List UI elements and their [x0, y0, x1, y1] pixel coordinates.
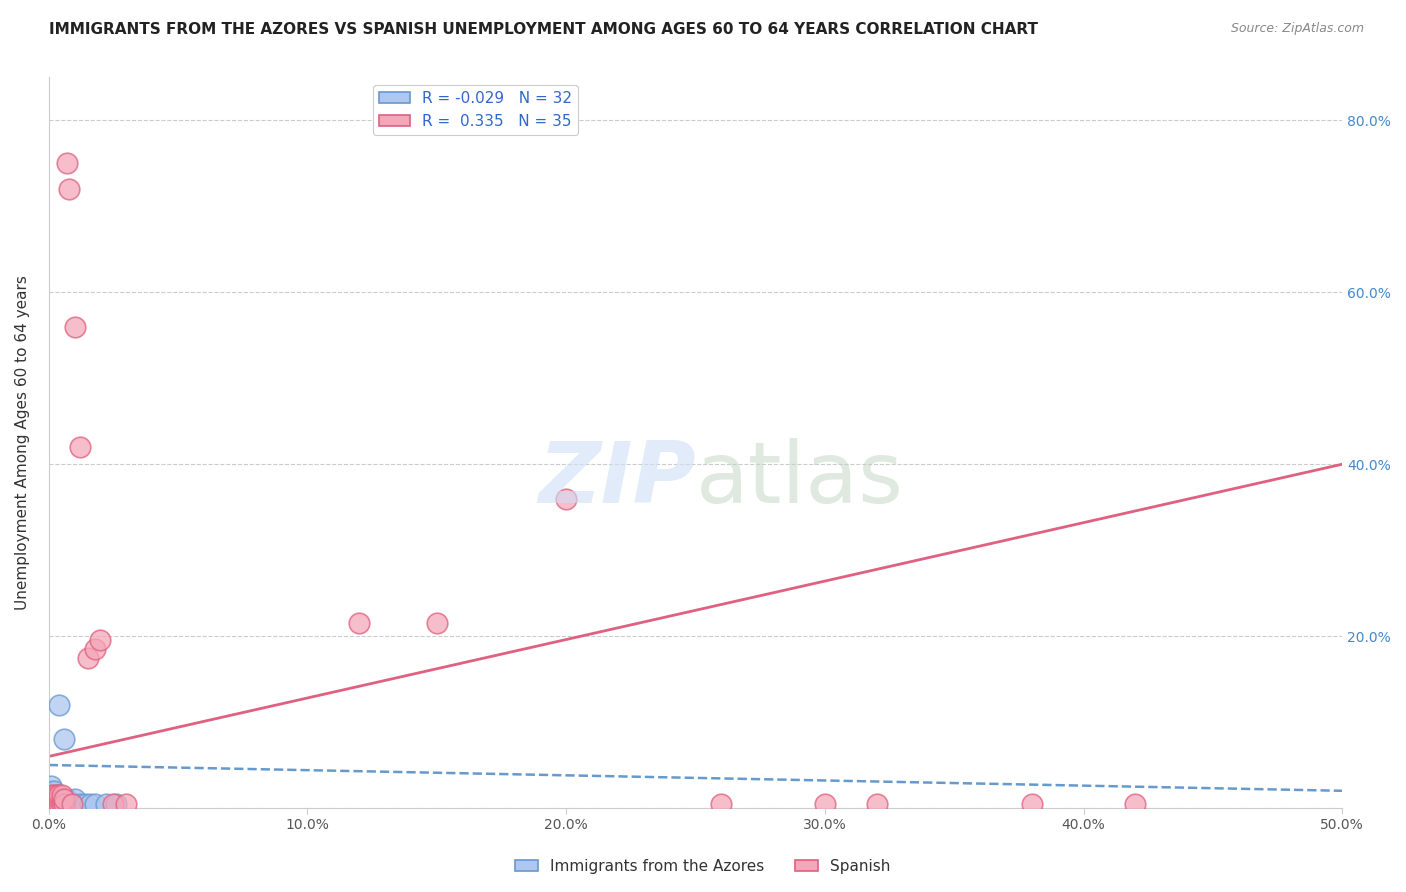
- Point: [89, 633, 111, 648]
- Point: [105, 797, 128, 811]
- Point: [42, 797, 65, 811]
- Point: [48, 792, 70, 806]
- Point: [42, 788, 65, 802]
- Point: [45, 797, 67, 811]
- Point: [76, 650, 98, 665]
- Point: [58, 797, 80, 811]
- Point: [45, 788, 67, 802]
- Legend: Immigrants from the Azores, Spanish: Immigrants from the Azores, Spanish: [509, 853, 897, 880]
- Point: [94, 797, 117, 811]
- Point: [51, 792, 73, 806]
- Point: [63, 792, 86, 806]
- Point: [41, 797, 63, 811]
- Point: [51, 797, 73, 811]
- Point: [103, 797, 125, 811]
- Text: ZIP: ZIP: [538, 438, 696, 521]
- Point: [42, 790, 65, 805]
- Point: [41, 792, 63, 806]
- Point: [73, 797, 96, 811]
- Point: [48, 797, 70, 811]
- Point: [48, 797, 70, 811]
- Point: [69, 797, 91, 811]
- Point: [42, 794, 65, 808]
- Point: [814, 797, 837, 811]
- Point: [41, 792, 63, 806]
- Point: [84, 642, 107, 657]
- Point: [51, 788, 73, 802]
- Point: [115, 797, 138, 811]
- Point: [48, 788, 70, 802]
- Point: [56, 792, 79, 806]
- Point: [60, 797, 83, 811]
- Point: [63, 797, 86, 811]
- Point: [45, 788, 67, 802]
- Point: [41, 780, 63, 794]
- Point: [42, 797, 65, 811]
- Text: Source: ZipAtlas.com: Source: ZipAtlas.com: [1230, 22, 1364, 36]
- Y-axis label: Unemployment Among Ages 60 to 64 years: Unemployment Among Ages 60 to 64 years: [15, 276, 30, 610]
- Text: IMMIGRANTS FROM THE AZORES VS SPANISH UNEMPLOYMENT AMONG AGES 60 TO 64 YEARS COR: IMMIGRANTS FROM THE AZORES VS SPANISH UN…: [49, 22, 1038, 37]
- Point: [48, 792, 70, 806]
- Point: [41, 788, 63, 802]
- Point: [1021, 797, 1043, 811]
- Point: [45, 797, 67, 811]
- Point: [1123, 797, 1146, 811]
- Point: [60, 797, 83, 811]
- Point: [69, 440, 91, 454]
- Point: [53, 797, 76, 811]
- Point: [51, 792, 73, 806]
- Point: [51, 797, 73, 811]
- Point: [53, 732, 76, 747]
- Legend: R = -0.029   N = 32, R =  0.335   N = 35: R = -0.029 N = 32, R = 0.335 N = 35: [373, 85, 578, 135]
- Point: [53, 797, 76, 811]
- Point: [710, 797, 733, 811]
- Point: [42, 788, 65, 802]
- Point: [347, 616, 370, 631]
- Point: [79, 797, 101, 811]
- Point: [42, 784, 65, 798]
- Point: [56, 156, 79, 170]
- Point: [42, 792, 65, 806]
- Point: [865, 797, 887, 811]
- Point: [426, 616, 449, 631]
- Point: [45, 792, 67, 806]
- Point: [58, 182, 80, 196]
- Point: [56, 797, 79, 811]
- Point: [84, 797, 107, 811]
- Point: [555, 491, 578, 506]
- Point: [41, 797, 63, 811]
- Point: [63, 319, 86, 334]
- Point: [53, 792, 76, 806]
- Point: [45, 792, 67, 806]
- Point: [48, 698, 70, 712]
- Point: [41, 788, 63, 802]
- Text: atlas: atlas: [696, 438, 904, 521]
- Point: [41, 784, 63, 798]
